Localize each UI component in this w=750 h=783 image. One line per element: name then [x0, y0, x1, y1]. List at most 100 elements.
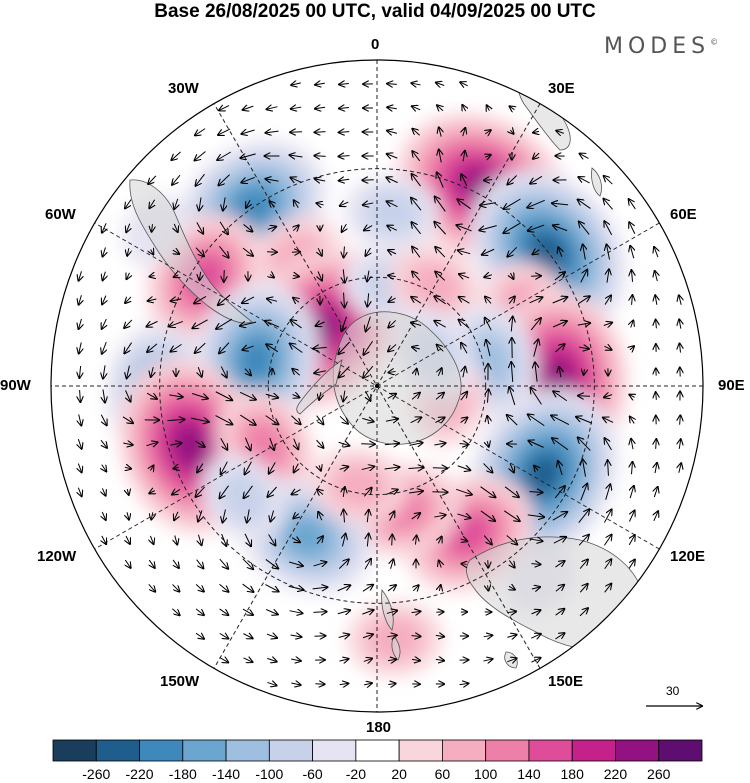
wind-arrow: [582, 459, 585, 477]
wind-arrow: [679, 319, 681, 329]
wind-arrow: [656, 392, 657, 400]
wind-arrow: [294, 438, 299, 450]
wind-arrow: [362, 610, 373, 614]
wind-arrow: [461, 174, 468, 186]
wind-arrow: [343, 487, 345, 497]
wind-arrow: [435, 417, 444, 422]
wind-arrow: [148, 584, 155, 591]
wind-arrow: [195, 584, 204, 591]
wind-arrow: [318, 247, 322, 256]
wind-arrow: [528, 414, 545, 427]
wind-arrow: [510, 130, 513, 134]
wind-arrow: [680, 343, 681, 353]
wind-arrow: [483, 635, 493, 636]
wind-arrow: [527, 199, 545, 207]
wind-arrow: [384, 467, 400, 469]
wind-arrow: [146, 392, 157, 399]
wind-arrow: [511, 317, 512, 332]
wind-arrow: [152, 224, 153, 232]
wind-arrow: [411, 636, 420, 637]
wind-arrow: [339, 366, 350, 378]
wind-arrow: [171, 299, 182, 301]
brand-text: MODES: [604, 34, 711, 59]
wind-arrow: [488, 560, 489, 567]
wind-arrow: [195, 486, 205, 497]
wind-arrow: [463, 128, 466, 137]
wind-arrow: [174, 198, 177, 209]
wind-arrow: [432, 468, 447, 469]
wind-arrow: [172, 174, 181, 185]
colorbar-tick-label: -60: [302, 766, 323, 782]
wind-arrow: [289, 611, 303, 614]
wind-arrow: [242, 296, 255, 303]
wind-arrow: [387, 394, 396, 399]
wind-arrow: [317, 536, 323, 545]
wind-arrow: [629, 222, 636, 234]
wind-arrow: [339, 108, 350, 109]
wind-arrow: [578, 535, 589, 546]
wind-arrow: [555, 609, 565, 616]
wind-arrow: [102, 318, 107, 329]
wind-arrow: [221, 461, 228, 475]
wind-arrow: [362, 180, 374, 181]
wind-arrow: [435, 197, 446, 212]
wind-arrow: [603, 418, 614, 423]
wind-arrow: [529, 539, 543, 541]
wind-arrow: [553, 225, 568, 232]
wind-arrow: [195, 247, 204, 257]
wind-arrow: [415, 535, 416, 545]
colorbar: [52, 739, 703, 762]
wind-arrow: [630, 486, 634, 499]
wind-arrow: [439, 150, 442, 163]
wind-arrow: [344, 510, 345, 523]
wind-arrow: [552, 438, 569, 451]
wind-arrow: [434, 222, 447, 235]
wind-arrow: [219, 342, 230, 354]
wind-arrow: [459, 444, 469, 445]
wind-arrow: [288, 586, 304, 589]
wind-arrow: [556, 131, 564, 134]
wind-arrow: [555, 344, 564, 353]
wind-arrow: [123, 443, 133, 445]
wind-arrow: [78, 439, 81, 449]
wind-arrow: [267, 107, 278, 110]
wind-arrow: [504, 198, 521, 209]
wind-arrow: [533, 153, 539, 159]
wind-arrow: [102, 295, 106, 305]
wind-arrow: [554, 486, 565, 499]
wind-arrow: [439, 560, 442, 568]
wind-arrow: [388, 684, 395, 685]
wind-arrow: [315, 107, 326, 108]
wind-arrow: [146, 321, 158, 326]
wind-arrow: [457, 466, 471, 471]
wind-arrow: [459, 274, 470, 278]
wind-arrow: [555, 561, 564, 568]
wind-arrow: [314, 156, 326, 157]
wind-arrow: [362, 585, 373, 592]
wind-arrow: [79, 318, 82, 329]
wind-arrow: [244, 437, 250, 451]
colorbar-tick-label: 260: [647, 766, 671, 782]
wind-arrow: [387, 84, 397, 85]
wind-arrow: [655, 271, 658, 282]
wind-arrow: [290, 320, 302, 329]
wind-arrow: [408, 468, 423, 469]
wind-arrow: [339, 179, 350, 180]
wind-arrow: [174, 223, 178, 232]
wind-arrow: [339, 659, 348, 661]
wind-arrow: [242, 583, 254, 592]
lon-label-120w: 120W: [37, 548, 77, 565]
wind-arrow: [194, 296, 207, 303]
wind-arrow: [386, 611, 397, 614]
wind-arrow: [294, 463, 299, 473]
wind-arrow: [456, 225, 472, 232]
reference-vector-label: 30: [666, 684, 680, 698]
wind-arrow: [80, 389, 81, 402]
wind-arrow: [342, 534, 345, 547]
wind-arrow: [604, 395, 613, 398]
wind-arrow: [288, 562, 303, 566]
wind-arrow: [384, 443, 399, 445]
wind-arrow: [218, 294, 231, 305]
wind-arrow: [577, 323, 590, 325]
wind-arrow: [432, 492, 447, 493]
